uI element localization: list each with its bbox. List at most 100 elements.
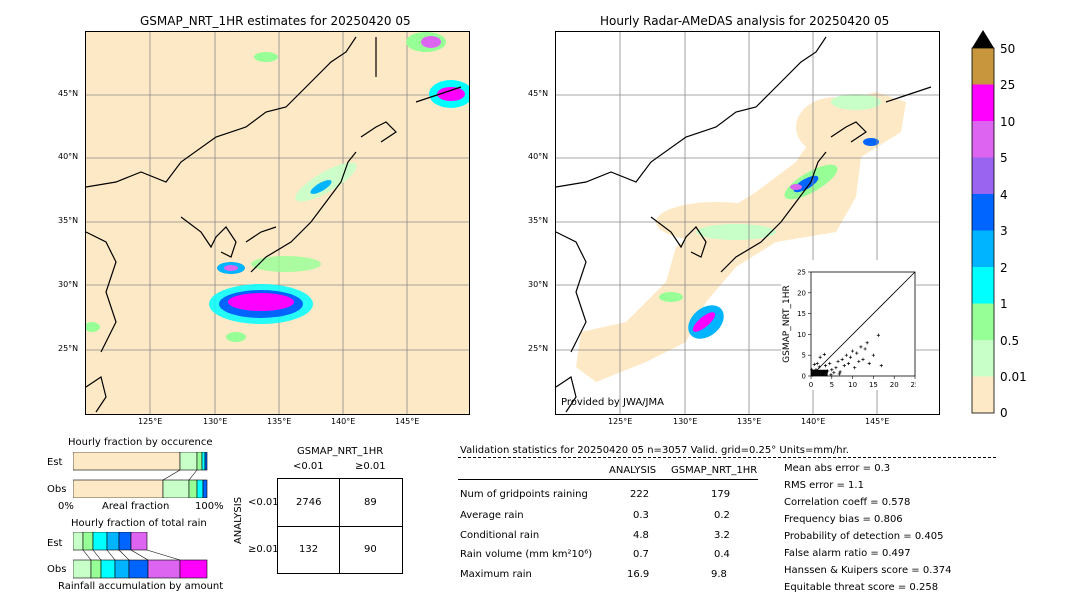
colorbar — [971, 30, 995, 414]
scatter-ytick-label: 25 — [797, 269, 806, 277]
radar-credit: Provided by JWA/JMA — [561, 397, 664, 408]
scatter-point — [832, 371, 836, 375]
left-lon-145: 145°E — [395, 417, 420, 426]
right-map-title: Hourly Radar-AMeDAS analysis for 2025042… — [600, 14, 890, 28]
scatter-xtick-label: 15 — [869, 381, 878, 389]
colorbar-segment — [972, 121, 994, 158]
scatter-point — [837, 372, 841, 376]
left-map-canvas — [86, 32, 469, 414]
scatter-xtick-label: 5 — [830, 381, 834, 389]
right-lat-30: 30°N — [528, 280, 549, 289]
score-3: Frequency bias = 0.806 — [784, 514, 903, 525]
scatter-point — [865, 341, 869, 345]
stat-gsmap-1: 0.2 — [714, 510, 730, 521]
scatter-point — [817, 365, 821, 369]
occurrence-axis-right: 100% — [195, 501, 224, 512]
left-lon-140: 140°E — [331, 417, 356, 426]
scatter-ytick-label: 20 — [797, 289, 806, 297]
right-lon-135: 135°E — [737, 417, 762, 426]
right-lat-35: 35°N — [528, 216, 549, 225]
validation-divider — [458, 457, 996, 458]
stat-analysis-3: 0.7 — [633, 549, 649, 560]
scatter-ytick-label: 0 — [802, 373, 806, 381]
cbar-label-0.5: 0.5 — [1000, 334, 1020, 348]
colorbar-segment — [972, 230, 994, 268]
scatter-point — [834, 366, 838, 370]
validation-col-underline — [458, 479, 758, 480]
scatter-point — [871, 353, 875, 357]
scatter-point — [836, 359, 840, 364]
scatter-point — [812, 362, 816, 366]
colorbar-segment — [972, 303, 994, 341]
right-coastlines — [556, 36, 932, 413]
stat-label-0: Num of gridpoints raining — [460, 489, 588, 500]
scatter-ylabel: GSMAP_NRT_1HR — [782, 285, 792, 363]
occurrence-axis-mid: Areal fraction — [102, 501, 170, 512]
occurrence-obs-label: Obs — [47, 484, 67, 495]
scatter-inset: 05101520250510152025ANALYSISGSMAP_NRT_1H… — [781, 260, 916, 390]
cbar-label-10: 10 — [1000, 115, 1016, 129]
contingency-row-lt: <0.01 — [248, 497, 279, 508]
cbar-label-50: 50 — [1000, 42, 1016, 56]
score-5: False alarm ratio = 0.497 — [784, 548, 911, 559]
stat-gsmap-3: 0.4 — [714, 549, 730, 560]
left-lon-135: 135°E — [267, 417, 292, 426]
left-coastlines — [86, 36, 462, 413]
contingency-grid: 2746 89 132 90 — [277, 478, 403, 574]
contingency-title: GSMAP_NRT_1HR — [297, 446, 384, 457]
stat-label-4: Maximum rain — [460, 569, 532, 580]
scatter-xtick-label: 0 — [809, 381, 813, 389]
total-rain-bars — [73, 532, 208, 579]
scatter-ytick-label: 10 — [797, 331, 806, 339]
cbar-label-25: 25 — [1000, 78, 1016, 92]
occurrence-title: Hourly fraction by occurence — [68, 437, 213, 448]
contingency-side-label: ANALYSIS — [233, 496, 245, 545]
scatter-point — [822, 352, 826, 356]
left-map — [85, 31, 470, 415]
right-lon-125: 125°E — [608, 417, 633, 426]
colorbar-segment — [972, 48, 994, 85]
colorbar-segment — [972, 84, 994, 122]
stat-analysis-2: 4.8 — [633, 530, 649, 541]
right-lat-45: 45°N — [528, 89, 549, 98]
occurrence-axis-left: 0% — [58, 501, 74, 512]
right-lon-130: 130°E — [673, 417, 698, 426]
scatter-point — [859, 345, 863, 349]
score-2: Correlation coeff = 0.578 — [784, 497, 911, 508]
scatter-point — [851, 349, 855, 353]
scatter-point — [818, 355, 822, 359]
contingency-col-lt: <0.01 — [293, 461, 324, 472]
validation-header: Validation statistics for 20250420 05 n=… — [460, 445, 849, 456]
scatter-point — [815, 361, 819, 366]
contingency-col-ge: ≥0.01 — [355, 461, 386, 472]
cbar-label-4: 4 — [1000, 188, 1008, 202]
total-rain-est-label: Est — [47, 538, 63, 549]
right-lon-145: 145°E — [865, 417, 890, 426]
contingency-row-ge: ≥0.01 — [248, 544, 279, 555]
colorbar-segment — [972, 267, 994, 304]
stat-analysis-1: 0.3 — [633, 510, 649, 521]
right-lat-25: 25°N — [528, 344, 549, 353]
scatter-point — [857, 359, 861, 364]
right-lat-40: 40°N — [528, 152, 549, 161]
score-0: Mean abs error = 0.3 — [784, 463, 891, 474]
validation-col-analysis: ANALYSIS — [609, 465, 657, 476]
right-map: 05101520250510152025ANALYSISGSMAP_NRT_1H… — [555, 31, 940, 415]
contingency-cell-hit-none: 2746 — [296, 497, 322, 508]
cbar-label-0.01: 0.01 — [1000, 370, 1027, 384]
contingency-cell-false-alarm: 89 — [364, 497, 377, 508]
scatter-point — [842, 364, 846, 368]
stat-analysis-0: 222 — [630, 489, 650, 500]
stat-analysis-4: 16.9 — [627, 569, 650, 580]
right-lon-140: 140°E — [801, 417, 826, 426]
scatter-point — [829, 373, 833, 377]
occurrence-est-label: Est — [47, 457, 63, 468]
left-rain-areas — [86, 32, 469, 342]
right-map-canvas — [556, 32, 939, 414]
stat-gsmap-0: 179 — [711, 489, 731, 500]
validation-col-gsmap: GSMAP_NRT_1HR — [671, 465, 758, 476]
scatter-ytick-label: 15 — [797, 310, 806, 318]
left-lon-130: 130°E — [203, 417, 228, 426]
scatter-point — [844, 353, 848, 357]
contingency-cell-miss: 132 — [299, 544, 319, 555]
